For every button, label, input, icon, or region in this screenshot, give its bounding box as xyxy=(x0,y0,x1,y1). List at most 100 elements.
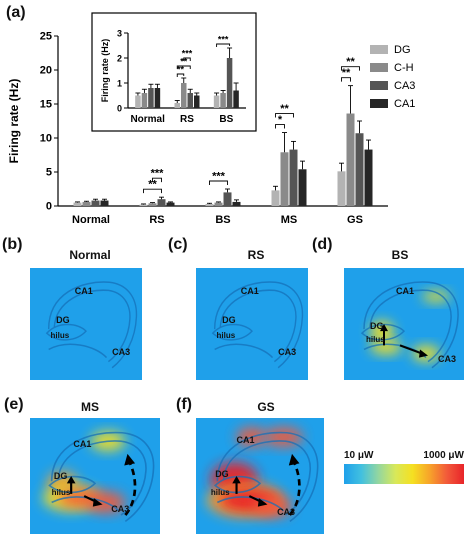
legend-swatch-CA3 xyxy=(370,81,388,90)
legend: DG C-H CA3 CA1 xyxy=(370,44,415,110)
hilus-outline xyxy=(214,343,274,359)
heatmap-ms: CA1 DG hilus CA3 xyxy=(30,418,160,534)
arrow-head xyxy=(380,324,388,332)
heatmap-normal: CA1 DG hilus CA3 xyxy=(30,268,142,380)
map-title-gs: GS xyxy=(257,400,275,414)
x-tick-label: MS xyxy=(281,214,298,226)
x-tick-label: RS xyxy=(149,214,164,226)
bar-C-H-GS xyxy=(346,113,355,206)
panel-label-d: (d) xyxy=(312,236,333,253)
map-label-ca1: CA1 xyxy=(236,434,255,445)
map-f-svg xyxy=(196,418,324,534)
bar-DG-RS xyxy=(174,103,180,108)
map-content xyxy=(206,427,319,522)
map-content xyxy=(43,431,155,522)
ca-outline-inner xyxy=(219,289,297,363)
y-tick-label: 5 xyxy=(46,167,52,179)
ca-outline-outer xyxy=(363,281,459,369)
significance-bracket xyxy=(183,57,191,61)
significance-bracket xyxy=(152,177,162,183)
heat-ca3 xyxy=(253,496,292,518)
map-label-ca1: CA1 xyxy=(396,286,415,297)
arrow-ca3-ca1 xyxy=(124,461,137,516)
panel-label-e: (e) xyxy=(4,396,24,413)
arrow-head xyxy=(257,498,268,507)
significance-bracket xyxy=(176,65,191,69)
y-tick-label: 0 xyxy=(117,104,122,114)
bar-DG-Normal xyxy=(135,95,141,108)
arrow-hilus-ca3 xyxy=(399,344,423,355)
significance-label: ** xyxy=(180,57,188,67)
bar-CA1-RS xyxy=(166,202,175,206)
bar-C-H-RS xyxy=(148,203,157,206)
x-tick-label: BS xyxy=(219,114,233,125)
dg-outline xyxy=(45,323,87,341)
hilus-outline xyxy=(48,343,108,359)
significance-bracket xyxy=(341,77,351,82)
heatmap-gs: CA1 DG hilus CA3 xyxy=(196,418,324,534)
heat-ca1b xyxy=(264,427,303,447)
bar-CA3-RS xyxy=(187,93,193,108)
legend-swatch-C-H xyxy=(370,63,388,72)
map-b-svg xyxy=(30,268,142,380)
legend-label-CA1: CA1 xyxy=(394,98,415,110)
map-title-normal: Normal xyxy=(69,248,111,262)
significance-bracket xyxy=(216,43,231,47)
significance-label: *** xyxy=(212,171,226,183)
ca-outline-inner xyxy=(222,440,311,516)
bar-DG-MS xyxy=(271,190,280,206)
bar-CA1-Normal xyxy=(154,88,161,108)
y-tick-label: 1 xyxy=(117,79,122,89)
y-tick-label: 0 xyxy=(46,201,52,213)
dg-outline xyxy=(48,475,97,494)
x-tick-label: GS xyxy=(347,214,363,226)
bar-DG-GS xyxy=(337,171,346,206)
bar-DG-Normal xyxy=(73,202,82,206)
bar-C-H-Normal xyxy=(141,93,148,108)
significance-label: *** xyxy=(151,168,165,180)
significance-label: ** xyxy=(342,67,351,79)
bar-CA1-GS xyxy=(364,149,373,206)
x-tick-label: Normal xyxy=(130,114,165,125)
significance-label: ** xyxy=(280,103,289,115)
map-d-svg xyxy=(344,268,464,380)
colorbar-max-label: 1000 μW xyxy=(423,450,464,461)
ca-outline-outer xyxy=(50,431,155,522)
bar-CA1-BS xyxy=(232,201,241,206)
map-content xyxy=(211,281,304,369)
significance-bracket xyxy=(341,66,360,71)
map-label-dg: DG xyxy=(215,468,229,479)
map-title-bs: BS xyxy=(391,248,409,262)
map-label-dg: DG xyxy=(222,314,236,325)
bar-CA3-MS xyxy=(289,149,298,206)
bar-CA1-BS xyxy=(233,90,239,108)
map-label-ca3: CA3 xyxy=(112,347,131,358)
heat-ca3 xyxy=(412,345,440,362)
ca-outline-inner xyxy=(57,440,147,516)
map-label-ca1: CA1 xyxy=(73,439,92,450)
map-label-ca1: CA1 xyxy=(74,286,93,297)
bar-C-H-Normal xyxy=(82,201,91,206)
significance-label: ** xyxy=(177,65,185,75)
significance-label: * xyxy=(278,114,283,126)
y-tick-label: 10 xyxy=(40,133,52,145)
bar-CA3-Normal xyxy=(148,88,154,108)
bar-CA3-Normal xyxy=(91,200,100,206)
ca-outline-outer xyxy=(216,431,319,522)
bar-CA3-BS xyxy=(223,192,232,206)
dg-outline xyxy=(360,323,406,341)
bar-CA1-RS xyxy=(194,95,200,108)
heatmap-rs: CA1 DG hilus CA3 xyxy=(196,268,308,380)
bar-CA1-Normal xyxy=(100,200,109,206)
y-tick-label: 3 xyxy=(117,29,122,39)
x-tick-label: RS xyxy=(180,114,194,125)
y-axis-label: Firing rate (Hz) xyxy=(7,79,21,164)
map-label-ca1: CA1 xyxy=(240,286,259,297)
bar-DG-BS xyxy=(213,95,220,108)
dg-outline xyxy=(211,323,253,341)
significance-bracket xyxy=(209,180,228,185)
arrow-head xyxy=(92,498,103,507)
arrow-head xyxy=(232,476,241,484)
significance-bracket xyxy=(176,73,185,77)
